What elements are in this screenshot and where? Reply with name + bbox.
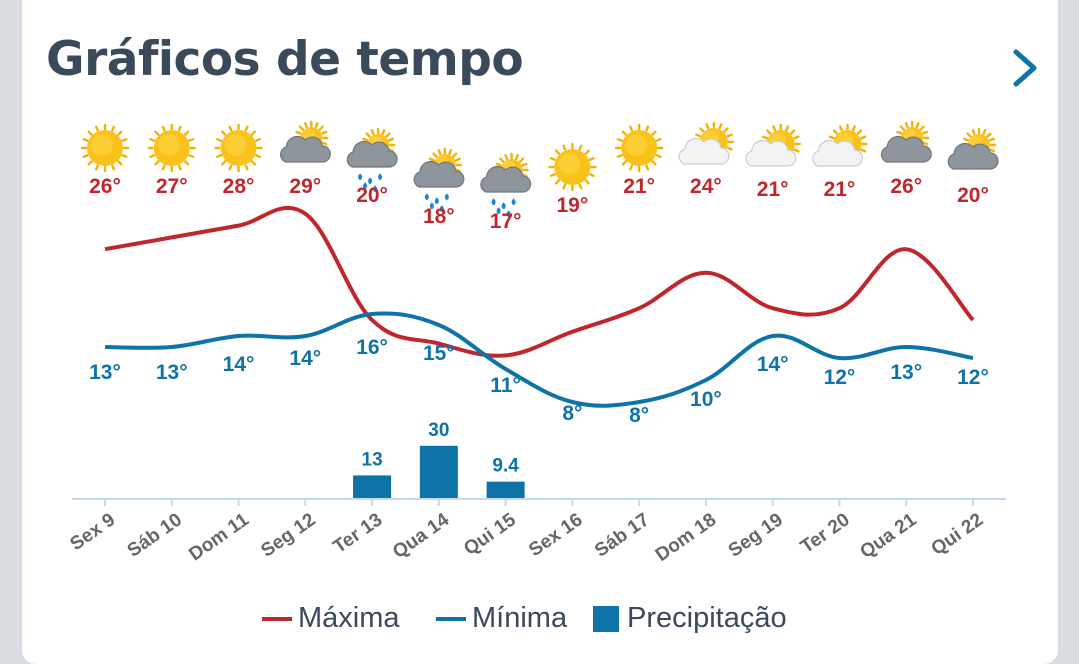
weather-charts-card: Gráficos de tempo	[22, 0, 1058, 664]
max-temp-label: 20°	[957, 184, 989, 207]
max-temp-label: 21°	[824, 178, 856, 201]
max-temp-label: 28°	[223, 175, 255, 198]
min-temp-line	[104, 311, 974, 408]
chart-legend: Máxima Mínima Precipitação	[0, 598, 1079, 638]
sun-icon	[614, 123, 664, 173]
x-tick-label: Sáb 17	[591, 509, 653, 561]
min-temp-label: 14°	[289, 347, 321, 370]
precip-bar	[353, 475, 392, 498]
x-tick-label: Qui 22	[928, 509, 988, 560]
partly-cloudy-icon	[812, 123, 868, 167]
legend-item-max: Máxima	[262, 602, 400, 635]
x-tick-label: Dom 18	[652, 509, 720, 566]
legend-label-precip: Precipitação	[627, 602, 787, 634]
min-temp-label: 14°	[223, 353, 255, 376]
page-title: Gráficos de tempo	[46, 32, 524, 87]
x-tick-label: Ter 20	[797, 509, 854, 558]
x-tick-label: Seg 12	[257, 509, 319, 561]
legend-swatch-precip	[593, 605, 619, 632]
legend-swatch-min	[436, 616, 466, 621]
min-temp-label: 12°	[957, 366, 989, 389]
precip-label: 13	[362, 449, 383, 470]
x-tick-label: Sáb 10	[124, 509, 186, 561]
x-tick-label: Ter 13	[330, 509, 387, 558]
min-temp-label: 13°	[890, 361, 922, 384]
sun-icon	[214, 123, 263, 173]
min-temp-label: 13°	[156, 361, 188, 384]
x-tick-label: Qua 14	[389, 509, 453, 563]
min-temp-label: 15°	[423, 342, 455, 365]
min-temp-label: 13°	[89, 361, 121, 384]
max-temp-label: 24°	[690, 175, 722, 198]
sun-icon	[80, 123, 130, 173]
max-temp-label: 27°	[156, 175, 188, 198]
max-temp-label: 29°	[289, 175, 321, 198]
sun-icon	[548, 142, 597, 192]
rain-cloud-icon	[413, 147, 465, 212]
legend-item-min: Mínima	[436, 602, 567, 635]
max-temp-label: 21°	[757, 178, 789, 201]
max-temp-label: 20°	[356, 184, 388, 207]
x-tick-label: Seg 19	[725, 509, 787, 561]
precip-bar	[486, 481, 525, 498]
legend-label-max: Máxima	[298, 602, 400, 634]
legend-swatch-max	[262, 616, 292, 621]
max-temp-label: 18°	[423, 205, 455, 228]
cloudy-icon	[947, 127, 999, 170]
partly-cloudy-icon	[745, 123, 801, 167]
x-tick-label: Qua 21	[856, 509, 920, 563]
max-temp-line	[104, 206, 975, 358]
x-tick-label: Dom 11	[185, 509, 253, 565]
min-temp-label: 8°	[562, 402, 582, 425]
weather-chart: 26° 27° 28° 29° 20° 18° 17° 19° 21° 24° 21° 21° 26° 2…	[66, 120, 1006, 566]
x-tick-label: Qui 15	[460, 509, 520, 560]
min-temp-label: 12°	[824, 366, 856, 389]
min-temp-label: 10°	[690, 388, 722, 411]
x-tick-label: Sex 9	[66, 509, 119, 555]
legend-label-min: Mínima	[472, 602, 568, 634]
precip-label: 30	[428, 420, 449, 441]
max-temp-label: 21°	[623, 175, 655, 198]
max-temp-label: 17°	[490, 210, 522, 233]
legend-item-precip: Precipitação	[593, 602, 787, 635]
min-temp-label: 8°	[629, 404, 649, 427]
precip-bar	[419, 445, 458, 498]
precip-label: 9.4	[492, 456, 519, 477]
rain-cloud-icon	[480, 152, 532, 217]
cloudy-icon	[279, 120, 331, 163]
max-temp-label: 26°	[890, 175, 922, 198]
max-temp-label: 19°	[557, 194, 589, 217]
min-temp-label: 11°	[490, 374, 521, 397]
rain-cloud-icon	[346, 127, 398, 192]
min-temp-label: 16°	[356, 336, 388, 359]
sun-icon	[147, 123, 196, 173]
partly-cloudy-icon	[678, 121, 735, 165]
max-temp-label: 26°	[89, 175, 121, 198]
x-tick-label: Sex 16	[525, 509, 586, 561]
min-temp-label: 14°	[757, 353, 789, 376]
cloudy-icon	[880, 120, 932, 163]
chevron-right-icon[interactable]	[1008, 46, 1044, 90]
